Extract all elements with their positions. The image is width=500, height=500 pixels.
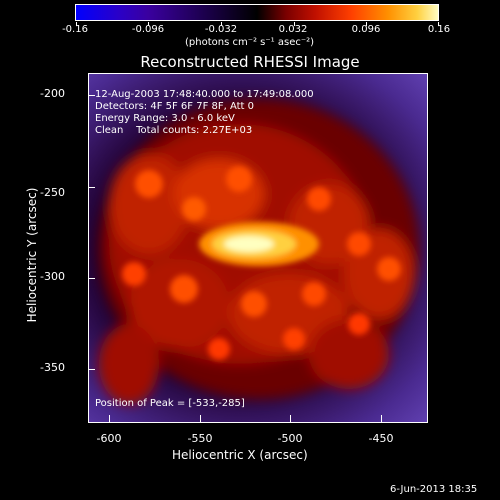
y-tick-mark <box>88 187 95 188</box>
energy-range: Energy Range: 3.0 - 6.0 keV <box>95 113 235 124</box>
timestamp: 6-Jun-2013 18:35 <box>390 484 478 495</box>
colorbar-tickmark <box>438 22 439 26</box>
y-tick-label: -350 <box>40 361 65 374</box>
y-tick-label: -300 <box>40 270 65 283</box>
clean-counts: Clean Total counts: 2.27E+03 <box>95 125 253 136</box>
colorbar-tickmark <box>221 22 222 26</box>
x-tick-mark <box>290 415 291 422</box>
colorbar-tick: 0.032 <box>278 24 308 35</box>
y-tick-label: -200 <box>40 87 65 100</box>
y-tick-mark <box>88 369 95 370</box>
y-tick-mark <box>88 95 95 96</box>
colorbar-tickmark <box>366 22 367 26</box>
colorbar-tick: -0.16 <box>62 24 88 35</box>
colorbar-tickmark <box>76 22 77 26</box>
colorbar-tick: 0.096 <box>351 24 381 35</box>
x-tick-label: -600 <box>96 432 122 445</box>
colorbar-tickmark <box>148 22 149 26</box>
x-tick-mark <box>109 415 110 422</box>
colorbar-tickmark <box>294 22 295 26</box>
y-tick-mark <box>88 278 95 279</box>
x-tick-mark <box>200 415 201 422</box>
detectors-info: Detectors: 4F 5F 6F 7F 8F, Att 0 <box>95 101 255 112</box>
image-title: Reconstructed RHESSI Image <box>140 53 360 71</box>
x-tick-label: -500 <box>277 432 303 445</box>
colorbar-frame <box>75 4 439 26</box>
x-tick-label: -550 <box>187 432 213 445</box>
flare-emission <box>99 99 419 404</box>
colorbar <box>75 4 439 21</box>
colorbar-tick: 0.16 <box>427 24 451 35</box>
y-tick-label: -250 <box>40 186 65 199</box>
x-axis-label: Heliocentric X (arcsec) <box>172 448 308 462</box>
rhessi-image <box>88 73 428 423</box>
colorbar-unit: (photons cm⁻² s⁻¹ asec⁻²) <box>185 37 315 48</box>
peak-position: Position of Peak = [-533,-285] <box>95 398 245 409</box>
colorbar-tick: -0.032 <box>204 24 238 35</box>
time-range: 12-Aug-2003 17:48:40.000 to 17:49:08.000 <box>95 89 314 100</box>
colorbar-tick: -0.096 <box>131 24 165 35</box>
y-axis-label: Heliocentric Y (arcsec) <box>25 187 39 323</box>
x-tick-label: -450 <box>368 432 394 445</box>
x-tick-mark <box>381 415 382 422</box>
